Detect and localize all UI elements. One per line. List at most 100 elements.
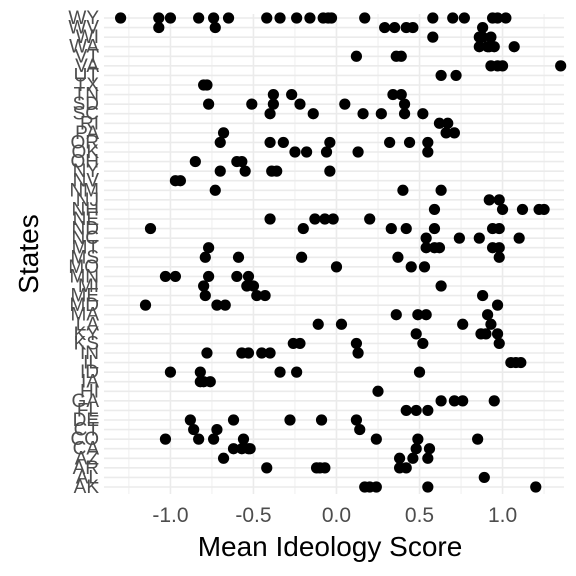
data-point-nc — [473, 232, 485, 244]
y-tick-label: FL — [77, 400, 99, 421]
y-tick-label: SD — [73, 94, 99, 115]
data-point-vt — [350, 50, 363, 62]
data-point-wy — [447, 12, 459, 24]
data-point-ms — [232, 251, 245, 263]
data-point-nm — [209, 184, 221, 196]
data-points — [115, 12, 567, 493]
data-point-ar — [261, 462, 273, 474]
x-axis-title: Mean Ideology Score — [198, 531, 463, 562]
data-point-ri — [442, 117, 454, 129]
data-point-ma — [412, 309, 424, 321]
y-tick-label: MT — [72, 238, 100, 259]
data-point-mn — [231, 270, 243, 283]
data-point-sc — [264, 108, 276, 120]
data-point-me — [251, 289, 263, 302]
data-point-ia — [204, 376, 216, 388]
data-point-me — [259, 289, 271, 302]
data-point-ak — [370, 481, 382, 493]
data-point-sd — [246, 98, 258, 110]
data-point-nc — [453, 232, 465, 244]
data-point-mn — [169, 270, 182, 283]
data-point-co — [412, 433, 424, 445]
data-point-wy — [193, 12, 205, 24]
y-tick-label: KY — [74, 324, 100, 345]
data-point-mt — [493, 242, 505, 254]
data-point-ms — [199, 251, 211, 263]
y-tick-label: LA — [76, 314, 100, 335]
y-tick-label: NM — [69, 180, 99, 201]
data-point-wy — [222, 12, 235, 24]
data-point-wy — [115, 12, 127, 24]
data-point-ca — [423, 443, 436, 455]
x-tick-label: 0.0 — [322, 504, 351, 527]
y-tick-label: AL — [76, 467, 99, 488]
data-point-wa — [488, 41, 500, 53]
x-tick-label: 0.5 — [405, 504, 434, 527]
data-point-or — [277, 136, 289, 149]
data-point-ne — [364, 213, 376, 225]
data-point-ms — [296, 251, 308, 263]
data-point-oh — [236, 155, 248, 168]
data-point-mo — [330, 261, 343, 273]
data-point-mi — [435, 280, 447, 292]
data-point-ky — [410, 328, 422, 340]
data-point-az — [422, 452, 434, 464]
data-point-ak — [530, 481, 542, 493]
data-point-il — [515, 356, 527, 369]
data-point-co — [208, 433, 220, 445]
y-tick-label: VA — [75, 56, 99, 77]
data-point-ca — [410, 443, 422, 455]
data-point-wv — [389, 21, 401, 34]
data-point-nh — [538, 203, 550, 216]
data-point-ga — [457, 395, 469, 407]
data-point-nj — [483, 194, 495, 206]
data-point-in — [201, 347, 213, 359]
x-tick-label: 1.0 — [488, 504, 517, 527]
data-point-mi — [198, 280, 210, 292]
data-point-ny — [271, 165, 283, 177]
data-point-ms — [493, 251, 505, 263]
y-tick-label: NC — [72, 228, 99, 249]
y-tick-label: RI — [80, 113, 99, 134]
y-tick-label: CO — [71, 429, 100, 450]
y-tick-label: AR — [73, 458, 99, 479]
data-point-fl — [410, 404, 422, 417]
data-point-or — [384, 136, 396, 149]
data-point-ar — [400, 462, 412, 474]
data-point-sd — [398, 98, 411, 110]
data-point-ok — [422, 146, 434, 158]
data-point-wv — [477, 21, 489, 34]
data-point-ri — [433, 117, 446, 129]
data-point-ky — [480, 328, 492, 340]
data-point-ny — [214, 165, 226, 177]
y-tick-label: KS — [74, 333, 99, 354]
data-point-sc — [417, 108, 429, 120]
data-point-in — [242, 347, 255, 359]
data-point-mn — [242, 270, 255, 283]
data-point-nd — [400, 222, 412, 235]
y-tick-label: ME — [71, 286, 100, 307]
y-tick-label: MA — [71, 305, 100, 326]
data-point-ok — [300, 146, 313, 158]
data-point-ne — [327, 213, 339, 225]
data-point-wy — [291, 12, 303, 24]
y-tick-label: TX — [75, 75, 100, 96]
y-tick-label: NY — [73, 161, 100, 182]
y-tick-label: IN — [80, 343, 99, 364]
data-point-sd — [339, 98, 351, 110]
data-point-wy — [274, 12, 286, 24]
data-point-mn — [159, 270, 172, 283]
data-point-sc — [357, 108, 369, 120]
data-point-me — [477, 289, 489, 302]
y-tick-label: MD — [69, 295, 99, 316]
y-tick-label: IL — [83, 353, 99, 374]
data-point-la — [335, 318, 348, 330]
data-point-nh — [516, 203, 529, 216]
data-point-ks — [294, 337, 306, 350]
y-tick-label: DE — [73, 410, 99, 431]
y-tick-label: IA — [81, 372, 99, 393]
data-point-ne — [264, 213, 276, 225]
data-point-de — [284, 414, 296, 426]
data-point-nh — [428, 203, 441, 216]
data-point-id — [194, 366, 206, 378]
